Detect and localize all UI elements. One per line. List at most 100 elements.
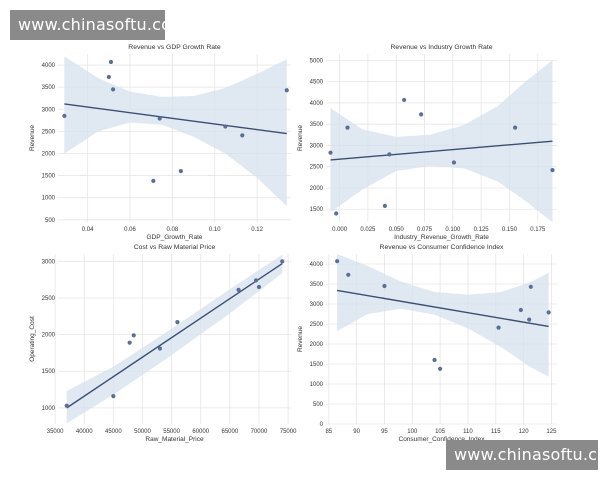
chart-1-xtick-label: 0.10 — [209, 227, 221, 233]
chart-1-xtick-label: 0.08 — [167, 227, 179, 233]
chart-4: 85 90 95 100 105 110 115 120 125 0 500 1000 1500 2000… — [297, 244, 557, 443]
chart-3-point-7 — [236, 287, 241, 293]
chart-4-point-9 — [528, 284, 533, 289]
chart-2-xtick-label: 0.150 — [502, 227, 518, 233]
chart-4-xtick-label: 120 — [519, 429, 530, 435]
chart-2-ylabel: Revenue — [297, 125, 304, 151]
chart-4-point-3 — [382, 283, 387, 289]
chart-2-ytick-label: 4500 — [310, 80, 324, 86]
chart-2-xtick-label: 0.125 — [474, 227, 490, 233]
chart-1-point-3 — [108, 59, 114, 65]
chart-4-point-2 — [346, 272, 351, 277]
chart-3-ytick-label: 1500 — [42, 369, 56, 375]
chart-1-ytick-label: 3000 — [42, 107, 56, 113]
chart-3-xtick-label: 75000 — [280, 429, 297, 435]
chart-1-point-10 — [284, 88, 289, 93]
chart-3-xtick-label: 35000 — [47, 429, 64, 435]
chart-2-xtick-label: 0.050 — [389, 227, 405, 233]
chart-4-point-1 — [335, 259, 340, 264]
chart-3-point-8 — [253, 278, 259, 283]
chart-2-regression-line — [330, 140, 553, 161]
chart-2-confidence-band — [330, 60, 553, 222]
chart-1-point-5 — [151, 178, 156, 183]
chart-3-xtick-label: 50000 — [134, 429, 151, 435]
chart-4-ylabel: Revenue — [297, 326, 304, 352]
chart-1-ytick-label: 2500 — [42, 129, 56, 135]
chart-4-point-6 — [496, 325, 501, 330]
chart-4-point-7 — [518, 307, 523, 313]
watermark-bottom: www.chinasoftu.com — [446, 440, 600, 470]
chart-1-xtick-label: 0.04 — [82, 227, 94, 233]
chart-3-ytick-label: 1000 — [42, 406, 56, 412]
chart-4-xtick-label: 115 — [491, 429, 501, 435]
chart-2-point-5 — [387, 152, 392, 157]
chart-1-point-9 — [240, 133, 245, 138]
chart-3-point-10 — [280, 259, 285, 264]
chart-3-xtick-label: 55000 — [163, 429, 180, 435]
chart-1-xlabel: GDP_Growth_Rate — [147, 234, 203, 241]
chart-4-xtick-label: 105 — [435, 429, 446, 435]
chart-2-xtick-label: 0.075 — [417, 227, 433, 233]
chart-4-point-10 — [546, 310, 551, 315]
chart-3-ytick-label: 2500 — [42, 296, 56, 302]
chart-2-point-2 — [334, 211, 339, 216]
chart-2-ytick-label: 4000 — [310, 101, 324, 107]
chart-1-xtick-label: 0.06 — [124, 227, 136, 233]
chart-1-title: Revenue vs GDP Growth Rate — [128, 44, 221, 51]
chart-1-ytick-label: 2000 — [42, 151, 56, 157]
chart-3-point-2 — [111, 394, 116, 399]
chart-2-ytick-label: 3000 — [310, 143, 324, 149]
chart-1-ytick-label: 1500 — [42, 174, 56, 180]
chart-4-ytick-label: 1000 — [310, 382, 324, 388]
chart-1: 0.04 0.06 0.08 0.10 0.12 500 1000 1500 2000 2500 3… — [29, 44, 291, 241]
chart-1-point-1 — [62, 113, 67, 118]
chart-2-point-4 — [382, 203, 387, 208]
watermark-top: www.chinasoftu.com — [10, 10, 187, 40]
chart-3-confidence-band — [66, 254, 283, 424]
chart-4-xtick-label: 100 — [407, 429, 418, 435]
chart-2-ytick-label: 3500 — [310, 122, 324, 128]
chart-1-point-4 — [110, 87, 116, 92]
chart-1-point-2 — [106, 74, 111, 80]
chart-3-xtick-label: 65000 — [221, 429, 238, 435]
chart-4-xtick-label: 90 — [353, 429, 360, 435]
chart-4-xtick-label: 110 — [463, 429, 473, 435]
chart-3-point-6 — [175, 320, 180, 325]
chart-1-confidence-band — [64, 56, 287, 207]
chart-1-ytick-label: 3500 — [42, 85, 56, 91]
chart-1-point-6 — [157, 116, 162, 121]
chart-3-point-9 — [256, 284, 262, 290]
chart-3-xlabel: Raw_Material_Price — [145, 436, 204, 443]
chart-4-xtick-label: 125 — [546, 429, 557, 435]
chart-4-ytick-label: 0 — [320, 422, 324, 428]
chart-1-regression-line — [64, 103, 287, 135]
chart-3-xtick-label: 40000 — [76, 429, 93, 435]
chart-2-point-7 — [419, 112, 424, 117]
chart-3-point-4 — [131, 333, 136, 338]
chart-1-point-7 — [178, 169, 183, 174]
chart-2-xtick-label: 0.000 — [332, 227, 348, 233]
chart-2-xlabel: Industry_Revenue_Growth_Rate — [394, 234, 489, 241]
chart-3: 35000 40000 45000 50000 55000 60000 65000 70000… — [29, 244, 297, 443]
chart-2-ytick-label: 1500 — [310, 207, 324, 213]
chart-2-xtick-label: 0.025 — [360, 227, 376, 233]
chart-2-title: Revenue vs Industry Growth Rate — [391, 44, 493, 51]
chart-3-ytick-label: 2000 — [42, 333, 56, 339]
chart-2-xtick-label: 0.100 — [445, 227, 461, 233]
chart-4-ytick-label: 3500 — [310, 282, 324, 288]
chart-3-point-3 — [127, 340, 132, 345]
chart-1-xtick-label: 0.12 — [251, 227, 263, 233]
chart-3-ylabel: Operating_Cost — [29, 316, 36, 362]
chart-2-point-1 — [328, 150, 333, 155]
chart-4-point-8 — [527, 317, 532, 322]
chart-3-xtick-label: 60000 — [192, 429, 209, 435]
chart-4-ytick-label: 500 — [313, 402, 324, 408]
chart-4-confidence-band — [337, 254, 549, 377]
chart-4-xtick-label: 85 — [325, 429, 332, 435]
chart-2: 0.000 0.025 0.050 0.075 0.100 0.125 0.150 0.175… — [297, 44, 557, 241]
chart-4-ytick-label: 2000 — [310, 342, 324, 348]
chart-3-title: Cost vs Raw Material Price — [134, 244, 216, 251]
chart-4-ytick-label: 4000 — [310, 262, 324, 268]
chart-4-title: Revenue vs Consumer Confidence Index — [380, 244, 505, 251]
